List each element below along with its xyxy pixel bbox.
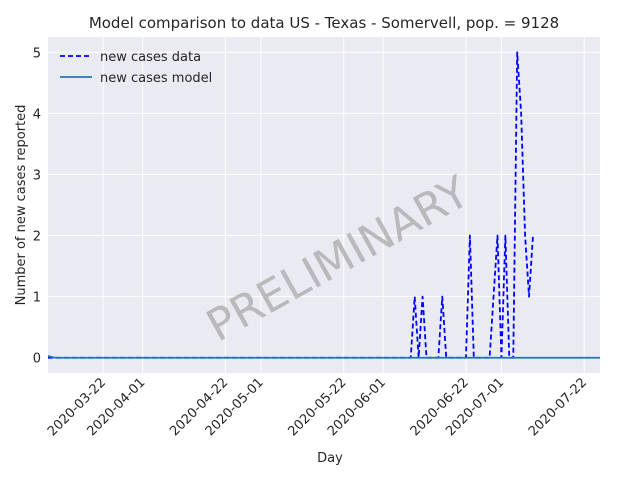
grid [48,37,600,373]
y-tick-label: 5 [33,46,41,61]
y-tick-label: 1 [33,291,41,306]
y-tick-label: 4 [33,107,41,122]
y-axis: 0 1 2 3 4 5 [33,46,41,366]
plot-background [48,37,600,373]
y-tick-label: 3 [33,168,41,183]
legend: new cases data new cases model [60,50,212,86]
chart-title: Model comparison to data US - Texas - So… [89,14,559,32]
x-tick-label: 2020-07-22 [526,375,590,439]
legend-label-data: new cases data [100,50,201,65]
series-line-model [47,355,600,359]
legend-label-model: new cases model [100,71,212,86]
y-tick-label: 0 [33,352,41,367]
y-axis-label: Number of new cases reported [14,105,29,306]
y-tick-label: 2 [33,230,41,245]
series-layer [47,51,600,359]
x-axis-label: Day [317,451,343,466]
